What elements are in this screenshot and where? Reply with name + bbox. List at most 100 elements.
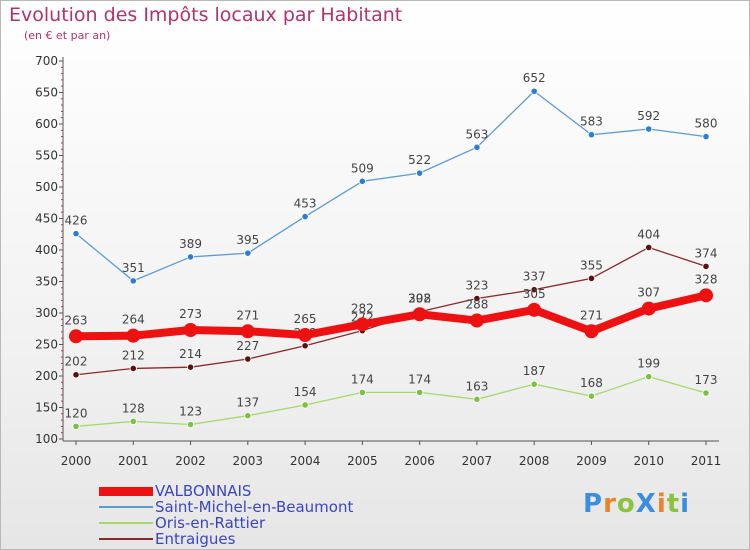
entraigues-point xyxy=(301,342,309,350)
valbonnais-value-label: 264 xyxy=(122,313,145,327)
valbonnais-value-label: 328 xyxy=(695,272,718,286)
oris-en-rattier-point xyxy=(129,417,137,425)
saint-michel-en-beaumont-value-label: 592 xyxy=(637,109,660,123)
x-tick-label: 2001 xyxy=(118,454,149,468)
valbonnais-point xyxy=(298,328,313,343)
valbonnais-value-label: 307 xyxy=(637,286,660,300)
y-tick-label: 350 xyxy=(35,275,58,289)
entraigues-point xyxy=(72,371,80,379)
saint-michel-en-beaumont-value-label: 652 xyxy=(523,71,546,85)
valbonnais-line xyxy=(75,291,707,341)
entraigues-value-label: 202 xyxy=(65,355,88,369)
entraigues-value-label: 374 xyxy=(695,246,718,260)
saint-michel-en-beaumont-value-label: 395 xyxy=(236,233,259,247)
entraigues-point xyxy=(129,364,137,373)
x-tick-label: 2010 xyxy=(633,454,664,468)
entraigues-point xyxy=(587,274,596,282)
y-tick-label: 500 xyxy=(35,180,58,194)
oris-en-rattier-point xyxy=(473,395,481,403)
saint-michel-en-beaumont-point xyxy=(244,249,252,257)
saint-michel-en-beaumont-point xyxy=(702,133,710,141)
saint-michel-en-beaumont-value-label: 522 xyxy=(408,153,431,167)
y-tick-label: 200 xyxy=(35,369,58,383)
legend-label: Oris-en-Rattier xyxy=(155,514,266,532)
oris-en-rattier-value-label: 137 xyxy=(236,396,259,410)
x-tick-label: 2008 xyxy=(519,454,550,468)
valbonnais-value-label: 305 xyxy=(523,287,546,301)
saint-michel-en-beaumont-point xyxy=(530,87,538,95)
oris-en-rattier-value-label: 174 xyxy=(351,372,374,386)
valbonnais-point xyxy=(641,301,656,316)
saint-michel-en-beaumont-value-label: 453 xyxy=(294,197,317,211)
x-tick-label: 2000 xyxy=(61,454,92,468)
entraigues-line xyxy=(75,246,707,376)
valbonnais-value-label: 271 xyxy=(236,308,259,322)
y-tick-label: 450 xyxy=(35,212,58,226)
y-tick-label: 700 xyxy=(35,54,58,68)
entraigues-value-label: 404 xyxy=(637,227,660,241)
saint-michel-en-beaumont-point xyxy=(587,131,596,139)
chart-title: Evolution des Impôts locaux par Habitant xyxy=(9,4,403,26)
entraigues-value-label: 323 xyxy=(465,279,488,293)
entraigues-value-label: 337 xyxy=(523,270,546,284)
saint-michel-en-beaumont-value-label: 583 xyxy=(580,115,603,129)
entraigues-value-label: 355 xyxy=(580,258,603,272)
oris-en-rattier-value-label: 128 xyxy=(122,401,145,415)
entraigues-value-label: 227 xyxy=(236,339,259,353)
oris-en-rattier-point xyxy=(301,401,309,409)
entraigues-point xyxy=(530,286,538,294)
valbonnais-point xyxy=(527,302,542,317)
x-tick-label: 2002 xyxy=(175,454,206,468)
valbonnais-value-label: 273 xyxy=(179,307,202,321)
oris-en-rattier-value-label: 120 xyxy=(65,406,88,420)
y-tick-label: 300 xyxy=(35,306,58,320)
oris-en-rattier-value-label: 199 xyxy=(637,357,660,371)
saint-michel-en-beaumont-value-label: 509 xyxy=(351,161,374,175)
y-tick-label: 650 xyxy=(35,86,58,100)
oris-en-rattier-point xyxy=(186,420,195,429)
y-tick-label: 550 xyxy=(35,149,58,163)
valbonnais-point xyxy=(699,288,713,303)
oris-en-rattier-value-label: 173 xyxy=(695,373,718,387)
valbonnais-point xyxy=(69,329,83,344)
legend-swatch xyxy=(99,486,153,496)
saint-michel-en-beaumont-line xyxy=(75,90,707,282)
valbonnais-point xyxy=(412,307,427,322)
valbonnais-point xyxy=(240,324,255,339)
oris-en-rattier-value-label: 163 xyxy=(465,379,488,393)
y-tick-label: 400 xyxy=(35,243,58,257)
oris-en-rattier-point xyxy=(358,388,366,396)
entraigues-value-label: 212 xyxy=(122,348,145,362)
valbonnais-point xyxy=(584,324,599,339)
legend-label: Entraigues xyxy=(155,530,236,548)
chart-subtitle: (en € et par an) xyxy=(24,29,111,42)
entraigues-point xyxy=(645,243,653,252)
x-tick-label: 2011 xyxy=(691,454,722,468)
valbonnais-value-label: 265 xyxy=(294,312,317,326)
saint-michel-en-beaumont-point xyxy=(416,169,424,177)
valbonnais-value-label: 271 xyxy=(580,308,603,322)
y-tick-label: 600 xyxy=(35,117,58,131)
entraigues-point xyxy=(244,355,252,363)
entraigues-value-label: 214 xyxy=(179,347,202,361)
y-tick-label: 100 xyxy=(35,432,58,446)
saint-michel-en-beaumont-value-label: 351 xyxy=(122,261,145,275)
proxiti-logo: ProXiti xyxy=(583,489,691,519)
legend-label: VALBONNAIS xyxy=(155,482,252,500)
saint-michel-en-beaumont-point xyxy=(645,125,653,133)
legend-label: Saint-Michel-en-Beaumont xyxy=(155,498,354,516)
saint-michel-en-beaumont-point xyxy=(72,230,80,238)
saint-michel-en-beaumont-value-label: 580 xyxy=(695,117,718,131)
entraigues-point xyxy=(702,262,710,270)
entraigues-point xyxy=(186,363,195,371)
saint-michel-en-beaumont-point xyxy=(358,177,366,185)
oris-en-rattier-value-label: 123 xyxy=(179,405,202,419)
x-tick-label: 2009 xyxy=(576,454,607,468)
oris-en-rattier-point xyxy=(702,389,710,397)
x-tick-label: 2004 xyxy=(290,454,321,468)
legend-swatch xyxy=(99,522,153,524)
valbonnais-point xyxy=(355,317,370,332)
legend-swatch xyxy=(99,538,153,540)
